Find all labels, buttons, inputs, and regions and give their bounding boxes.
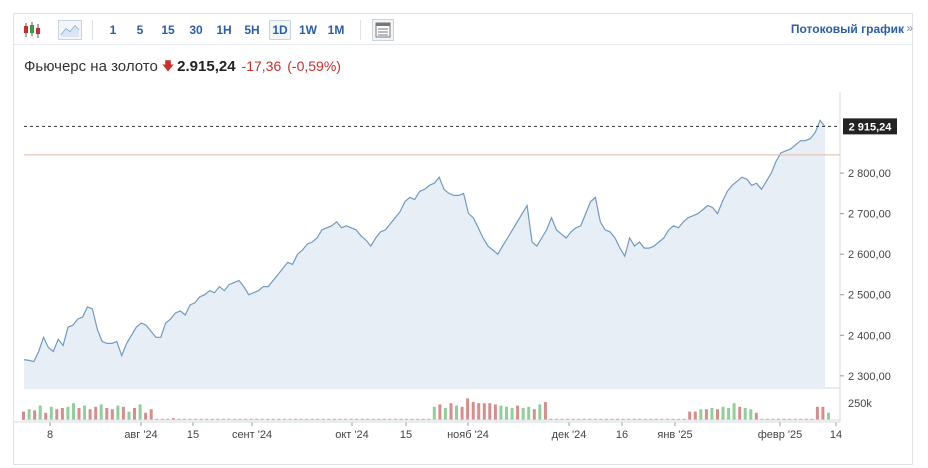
interval-1h[interactable]: 1H	[216, 23, 232, 37]
instrument-header: Фьючерс на золото 🡇 2.915,24 -17,36 (-0,59%)	[24, 58, 341, 79]
interval-1m[interactable]: 1	[109, 23, 117, 37]
area-chart-icon[interactable]	[58, 20, 82, 40]
interval-30m[interactable]: 30	[189, 23, 203, 37]
last-price: 2.915,24	[177, 58, 236, 75]
double-chevron-right-icon[interactable]: »	[906, 21, 913, 35]
interval-5m[interactable]: 5	[136, 23, 144, 37]
interval-15m[interactable]: 15	[161, 23, 175, 37]
instrument-name: Фьючерс на золото	[24, 58, 158, 75]
chart-toolbar: 1 5 15 30 1H 5H 1D 1W 1M	[14, 14, 912, 45]
table-icon[interactable]	[372, 19, 394, 41]
down-arrow-icon: 🡇	[161, 59, 175, 73]
price-change-percent: (-0,59%)	[287, 58, 341, 74]
streaming-chart-link[interactable]: Потоковый график	[790, 22, 904, 36]
toolbar-separator	[92, 20, 93, 40]
interval-5h[interactable]: 5H	[244, 23, 260, 37]
interval-1mo[interactable]: 1M	[327, 23, 345, 37]
candlestick-icon[interactable]	[22, 20, 42, 40]
price-change: -17,36	[241, 58, 282, 74]
interval-1w[interactable]: 1W	[299, 23, 317, 37]
chart-widget	[13, 13, 913, 465]
interval-1d[interactable]: 1D	[269, 20, 291, 40]
toolbar-separator	[360, 20, 361, 40]
